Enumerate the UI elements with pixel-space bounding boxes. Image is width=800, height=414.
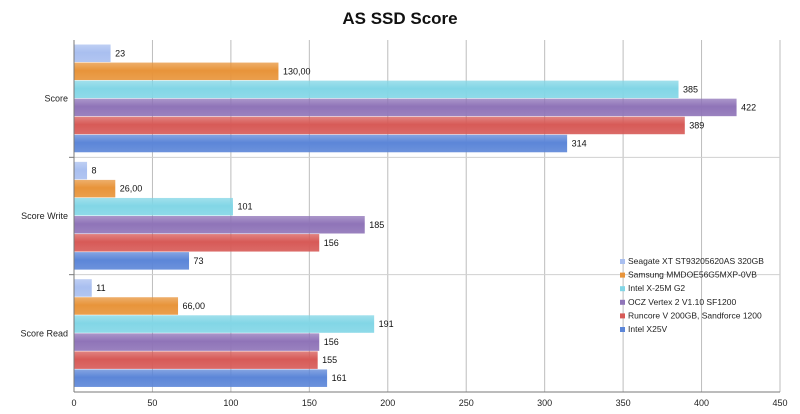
category-label: Score Write — [21, 211, 68, 221]
x-tick-label: 450 — [772, 398, 787, 408]
x-tick-label: 250 — [459, 398, 474, 408]
bar — [74, 216, 365, 234]
data-label: 185 — [369, 220, 384, 230]
data-label: 156 — [324, 238, 339, 248]
data-label: 156 — [324, 337, 339, 347]
bar — [74, 80, 679, 99]
legend-swatch — [620, 327, 625, 332]
data-label: 314 — [572, 139, 587, 149]
x-tick-label: 300 — [537, 398, 552, 408]
category-label: Score — [44, 94, 68, 104]
bar — [74, 369, 328, 387]
data-labels: 23 130,00 385 422 389 314 8 26,00 101 185 156 73 11 6… — [92, 48, 757, 383]
bar — [74, 179, 116, 198]
data-label: 161 — [332, 373, 347, 383]
data-label: 389 — [689, 120, 704, 130]
x-tick-label: 200 — [380, 398, 395, 408]
legend-label: Intel X25V — [628, 324, 668, 334]
bar — [74, 351, 318, 369]
legend-swatch — [620, 313, 625, 319]
legend-label: Seagate XT ST93205620AS 320GB — [628, 256, 764, 266]
category-label: Score Read — [20, 328, 68, 338]
legend-swatch — [620, 286, 625, 292]
bar — [74, 44, 111, 63]
bars — [74, 44, 737, 387]
x-tick-label: 400 — [694, 398, 709, 408]
bar — [74, 252, 190, 270]
bar — [74, 134, 568, 153]
legend-label: Runcore V 200GB, Sandforce 1200 — [628, 310, 762, 320]
legend-swatch — [620, 299, 625, 305]
data-label: 73 — [194, 256, 204, 266]
bar — [74, 197, 233, 216]
data-label: 385 — [683, 84, 698, 94]
data-label: 23 — [115, 48, 125, 58]
legend-label: Intel X-25M G2 — [628, 283, 685, 293]
bar — [74, 116, 685, 135]
bar — [74, 234, 320, 252]
data-label: 26,00 — [120, 184, 143, 194]
legend-label: OCZ Vertex 2 V1.10 SF1200 — [628, 297, 736, 307]
bar — [74, 315, 375, 333]
chart-title: AS SSD Score — [342, 9, 457, 28]
bar — [74, 333, 320, 351]
legend: Seagate XT ST93205620AS 320GB Samsung MMD… — [620, 256, 764, 334]
data-label: 155 — [322, 355, 337, 365]
legend-label: Samsung MMDOE56G5MXP-0VB — [628, 270, 757, 280]
legend-swatch — [620, 259, 625, 264]
x-tick-label: 350 — [616, 398, 631, 408]
bar — [74, 62, 279, 81]
x-tick-label: 100 — [223, 398, 238, 408]
data-label: 130,00 — [283, 66, 311, 76]
data-label: 66,00 — [183, 301, 206, 311]
x-tick-label: 50 — [147, 398, 157, 408]
data-label: 11 — [96, 283, 105, 293]
bar — [74, 297, 179, 315]
bar — [74, 161, 88, 180]
legend-swatch — [620, 272, 625, 278]
bar — [74, 98, 737, 117]
x-tick-label: 150 — [302, 398, 317, 408]
data-label: 422 — [741, 102, 756, 112]
data-label: 101 — [237, 202, 252, 212]
data-label: 8 — [92, 166, 97, 176]
x-tick-label: 0 — [71, 398, 76, 408]
bar — [74, 279, 92, 297]
data-label: 191 — [379, 319, 394, 329]
axes: 0 50 100 150 200 250 300 350 400 450 Score Score Wr… — [20, 40, 788, 408]
